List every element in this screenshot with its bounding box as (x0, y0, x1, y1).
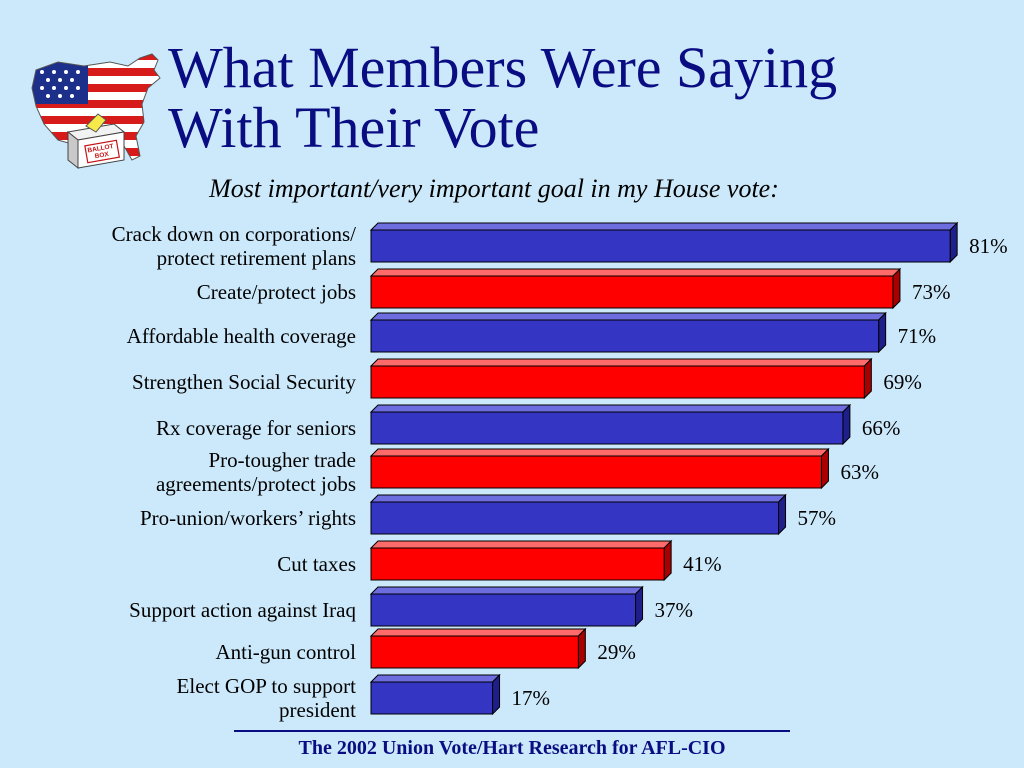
chart-title: Most important/very important goal in my… (209, 174, 779, 203)
bar-top-face (369, 404, 852, 413)
bar-side-face (778, 493, 787, 536)
category-label: Support action against Iraq (129, 598, 356, 622)
category-label: Elect GOP to support (177, 674, 357, 698)
bar-top-face (369, 448, 830, 457)
category-label: Pro-union/workers’ rights (140, 506, 356, 530)
data-label: 17% (512, 686, 551, 710)
bar-top-face (369, 586, 644, 595)
bar-top-face (369, 628, 587, 637)
category-label: Rx coverage for seniors (156, 416, 356, 440)
bar (370, 681, 494, 715)
data-label: 69% (883, 370, 922, 394)
category-label: Affordable health coverage (127, 324, 356, 348)
category-label: Crack down on corporations/ (112, 222, 357, 246)
bar-side-face (577, 627, 586, 670)
data-label: 66% (862, 416, 901, 440)
bar-side-face (863, 357, 872, 400)
bar-side-face (892, 267, 901, 310)
ballot-box-text-2: BOX (94, 151, 110, 160)
bar (370, 635, 579, 669)
ballot-box-text-1: BALLOT (87, 143, 114, 154)
bar-side-face (878, 311, 887, 354)
bar-side-face (635, 585, 644, 628)
bar-side-face (663, 539, 672, 582)
data-label: 41% (683, 552, 722, 576)
data-label: 57% (798, 506, 837, 530)
category-label: Cut taxes (277, 552, 356, 576)
category-label: agreements/protect jobs (156, 472, 356, 496)
category-label: Anti-gun control (215, 640, 356, 664)
data-label: 71% (898, 324, 937, 348)
data-label: 73% (912, 280, 951, 304)
bar-top-face (369, 222, 959, 231)
footer-divider (234, 730, 790, 732)
bar-top-face (369, 494, 787, 503)
bar-side-face (492, 673, 501, 716)
slide-title-line-1: What Members Were Saying (168, 35, 838, 100)
category-label: president (279, 698, 356, 722)
ballot-box-icon: BALLOT BOX (66, 113, 126, 170)
source-credit: The 2002 Union Vote/Hart Research for AF… (298, 737, 726, 759)
bar-side-face (949, 221, 958, 264)
bar (370, 455, 822, 489)
data-label: 63% (840, 460, 879, 484)
data-label: 29% (597, 640, 636, 664)
category-label: Pro-tougher trade (208, 448, 356, 472)
data-label: 81% (969, 234, 1008, 258)
slide-title: What Members Were Saying With Their Vote (168, 38, 837, 158)
bar-side-face (820, 447, 829, 490)
bar (370, 229, 951, 263)
bar (370, 547, 665, 581)
bar-side-face (842, 403, 851, 446)
bar-top-face (369, 540, 673, 549)
bar (370, 365, 865, 399)
slide-title-line-2: With Their Vote (168, 95, 540, 160)
bar (370, 275, 894, 309)
ballot-box-flag-logo: BALLOT BOX (31, 53, 161, 170)
bar (370, 319, 880, 353)
bar-top-face (369, 312, 887, 321)
category-label: protect retirement plans (157, 246, 356, 270)
bar (370, 411, 844, 445)
bar-top-face (369, 358, 873, 367)
bar (370, 501, 780, 535)
category-label: Strengthen Social Security (132, 370, 356, 394)
bar (370, 593, 637, 627)
bar-top-face (369, 674, 501, 683)
category-label: Create/protect jobs (197, 280, 356, 304)
bar-top-face (369, 268, 902, 277)
data-label: 37% (655, 598, 694, 622)
